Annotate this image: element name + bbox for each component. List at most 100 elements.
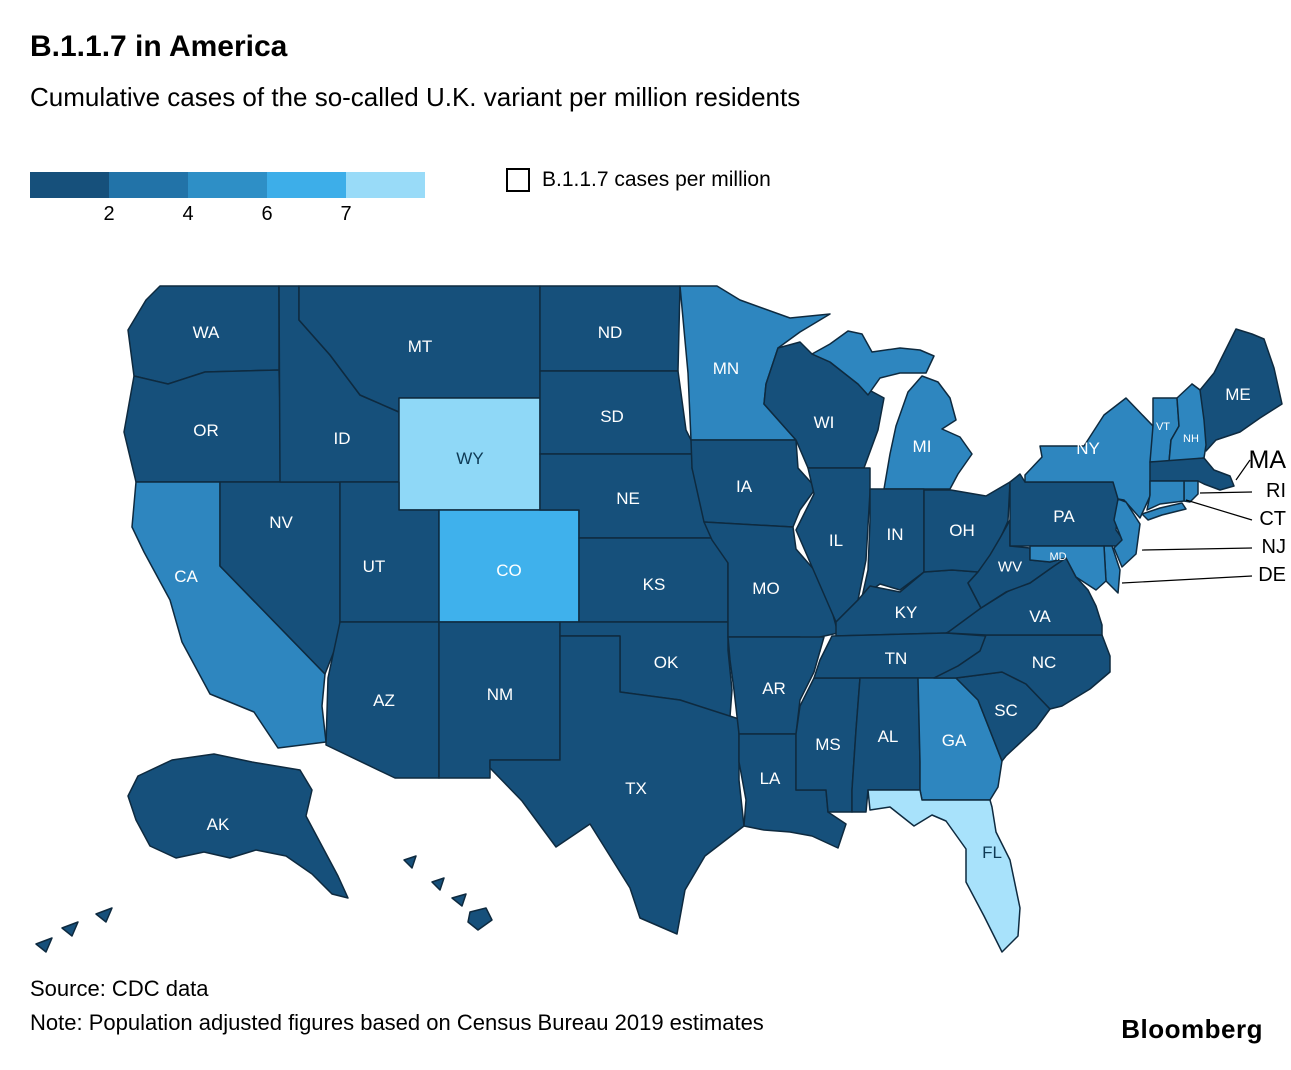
state-shape-IA[interactable]: [690, 439, 817, 528]
state-label-CO: CO: [496, 561, 522, 580]
state-label-FL: FL: [982, 843, 1002, 862]
state-label-AR: AR: [762, 679, 786, 698]
state-PA[interactable]: [1009, 473, 1127, 547]
state-shape-PA[interactable]: [1009, 473, 1127, 547]
state-label-MO: MO: [752, 579, 779, 598]
state-shape-AK[interactable]: [35, 937, 53, 953]
state-label-AK: AK: [207, 815, 230, 834]
state-shape-TX[interactable]: [489, 635, 745, 935]
state-label-WA: WA: [193, 323, 220, 342]
state-label-NE: NE: [616, 489, 640, 508]
state-label-MD: MD: [1049, 551, 1066, 563]
state-AK[interactable]: [35, 753, 349, 953]
legend-color-scale: [30, 172, 425, 198]
legend-swatch-5: [346, 172, 425, 198]
state-label-AZ: AZ: [373, 691, 395, 710]
callout-label-MA: MA: [1249, 446, 1287, 474]
state-label-ME: ME: [1225, 385, 1251, 404]
legend-swatch-3: [188, 172, 267, 198]
state-HI[interactable]: [403, 855, 493, 931]
state-label-PA: PA: [1053, 507, 1075, 526]
state-MI[interactable]: [811, 330, 973, 490]
legend-tick-7: 7: [340, 203, 352, 225]
state-label-MT: MT: [408, 337, 433, 356]
state-shape-HI[interactable]: [403, 855, 417, 869]
state-shape-CT[interactable]: [1146, 480, 1185, 511]
state-shape-HI[interactable]: [431, 877, 445, 891]
callout-line-CT: [1185, 499, 1253, 521]
state-shape-MI[interactable]: [883, 375, 973, 490]
state-label-ND: ND: [598, 323, 623, 342]
state-label-UT: UT: [363, 557, 386, 576]
state-shape-AK[interactable]: [95, 907, 113, 923]
state-label-LA: LA: [760, 769, 781, 788]
state-label-NY: NY: [1076, 439, 1100, 458]
legend-key-label: B.1.1.7 cases per million: [542, 168, 771, 191]
state-shape-AK[interactable]: [61, 921, 79, 937]
state-shape-AK[interactable]: [127, 753, 349, 899]
callout-label-RI: RI: [1266, 480, 1286, 502]
state-NC[interactable]: [933, 634, 1111, 710]
callout-line-MA: [1235, 459, 1251, 481]
state-label-WV: WV: [998, 558, 1022, 575]
state-label-SD: SD: [600, 407, 624, 426]
state-label-AL: AL: [878, 727, 899, 746]
legend-tick-2: 2: [103, 203, 115, 225]
state-MD[interactable]: [1029, 545, 1107, 591]
state-label-WY: WY: [456, 449, 483, 468]
chart-subtitle: Cumulative cases of the so-called U.K. v…: [30, 82, 801, 112]
state-label-OK: OK: [654, 653, 679, 672]
legend-swatch-1: [30, 172, 109, 198]
legend-tick-4: 4: [182, 203, 194, 225]
state-shape-FL[interactable]: [867, 789, 1021, 953]
state-shape-MI[interactable]: [811, 330, 935, 396]
state-label-TN: TN: [885, 649, 908, 668]
legend-key: B.1.1.7 cases per million: [506, 168, 771, 192]
state-shape-NH[interactable]: [1168, 383, 1207, 463]
state-NH[interactable]: [1168, 383, 1207, 463]
state-label-TX: TX: [625, 779, 647, 798]
state-label-NM: NM: [487, 685, 513, 704]
state-label-SC: SC: [994, 701, 1018, 720]
state-IA[interactable]: [690, 439, 817, 528]
state-shape-NC[interactable]: [933, 634, 1111, 710]
source-text: Source: CDC data: [30, 976, 209, 1001]
callout-label-DE: DE: [1258, 564, 1286, 586]
state-shape-HI[interactable]: [451, 893, 467, 907]
callout-label-CT: CT: [1259, 508, 1286, 530]
state-label-OR: OR: [193, 421, 219, 440]
state-shape-RI[interactable]: [1183, 480, 1199, 503]
state-label-NV: NV: [269, 513, 293, 532]
state-shape-HI[interactable]: [467, 907, 493, 931]
state-FL[interactable]: [867, 789, 1021, 953]
state-label-WI: WI: [814, 413, 835, 432]
note-text: Note: Population adjusted figures based …: [30, 1010, 764, 1035]
state-NJ[interactable]: [1113, 498, 1141, 568]
state-CT[interactable]: [1146, 480, 1185, 511]
legend-tick-labels: 2 4 6 7: [30, 203, 425, 227]
state-label-OH: OH: [949, 521, 975, 540]
state-label-IA: IA: [736, 477, 753, 496]
state-label-MS: MS: [815, 735, 841, 754]
state-label-KS: KS: [643, 575, 666, 594]
state-TX[interactable]: [489, 635, 745, 935]
state-label-MN: MN: [713, 359, 739, 378]
state-label-VT: VT: [1156, 421, 1170, 433]
state-shape-NJ[interactable]: [1113, 498, 1141, 568]
state-label-IN: IN: [887, 525, 904, 544]
state-label-NH: NH: [1183, 433, 1199, 445]
legend-swatch-2: [109, 172, 188, 198]
bloomberg-logo: Bloomberg: [1121, 1014, 1263, 1044]
state-label-IL: IL: [829, 531, 843, 550]
legend-key-square-icon: [506, 168, 530, 192]
state-shape-NY[interactable]: [1141, 502, 1187, 521]
legend-tick-6: 6: [261, 203, 273, 225]
state-label-VA: VA: [1029, 607, 1051, 626]
callout-line-NJ: [1141, 547, 1253, 551]
state-RI[interactable]: [1183, 480, 1199, 503]
callout-label-NJ: NJ: [1262, 536, 1286, 558]
state-shape-MD[interactable]: [1029, 545, 1107, 591]
callout-line-RI: [1199, 491, 1253, 494]
